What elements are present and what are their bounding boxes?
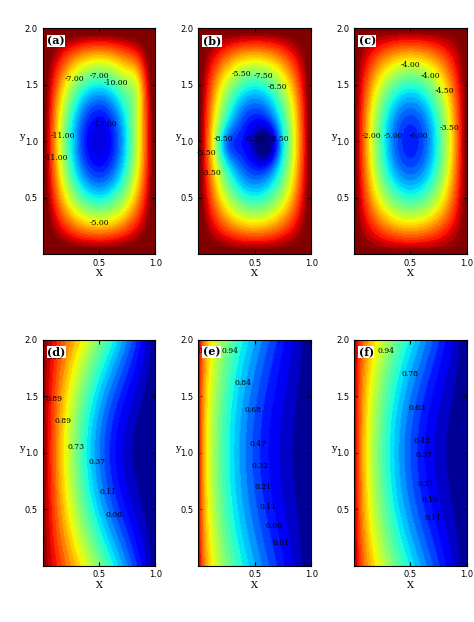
Text: 0.73: 0.73 xyxy=(68,443,85,451)
Text: (d): (d) xyxy=(47,346,65,358)
Text: (e): (e) xyxy=(203,346,220,358)
X-axis label: X: X xyxy=(96,269,102,279)
Text: -7.00: -7.00 xyxy=(64,75,84,83)
Y-axis label: y: y xyxy=(330,443,336,453)
Text: 0.89: 0.89 xyxy=(46,353,63,361)
Text: 0.06: 0.06 xyxy=(105,511,122,519)
Text: -13.00: -13.00 xyxy=(92,121,117,128)
Text: 0.84: 0.84 xyxy=(235,379,252,387)
Text: -3.50: -3.50 xyxy=(440,124,460,132)
Text: -8.50: -8.50 xyxy=(245,135,264,143)
Text: -5.00: -5.00 xyxy=(89,218,109,226)
Text: -8.50: -8.50 xyxy=(267,83,287,91)
Text: 0.37: 0.37 xyxy=(415,451,433,459)
Text: 0.11: 0.11 xyxy=(425,514,442,522)
Text: (c): (c) xyxy=(358,35,376,46)
X-axis label: X: X xyxy=(251,581,258,590)
Text: -5.00: -5.00 xyxy=(384,132,403,140)
Text: 0.16: 0.16 xyxy=(421,496,438,504)
Text: 0.37: 0.37 xyxy=(88,458,105,466)
Text: 0.11: 0.11 xyxy=(260,503,277,511)
Y-axis label: y: y xyxy=(19,132,25,141)
Text: 0.11: 0.11 xyxy=(100,488,117,496)
Text: -7.00: -7.00 xyxy=(89,72,109,80)
Text: (f): (f) xyxy=(358,346,374,358)
Text: 0.42: 0.42 xyxy=(413,437,430,445)
Text: -11.00: -11.00 xyxy=(44,154,68,162)
Text: 0.89: 0.89 xyxy=(46,394,63,402)
Text: -6.00: -6.00 xyxy=(409,132,428,140)
Y-axis label: y: y xyxy=(19,443,25,453)
Text: -2.00: -2.00 xyxy=(361,132,381,140)
Text: 0.94: 0.94 xyxy=(377,347,394,355)
Text: 0.63: 0.63 xyxy=(409,404,426,412)
Text: -8.50: -8.50 xyxy=(270,135,290,143)
Text: -3.50: -3.50 xyxy=(202,169,222,177)
Text: -11.00: -11.00 xyxy=(51,132,75,140)
Text: -4.50: -4.50 xyxy=(435,86,454,95)
Text: -4.00: -4.00 xyxy=(401,60,420,68)
Text: -7.50: -7.50 xyxy=(254,72,273,80)
Text: -5.50: -5.50 xyxy=(231,70,251,78)
X-axis label: X: X xyxy=(407,581,414,590)
Text: 0.78: 0.78 xyxy=(402,369,419,378)
Text: 0.94: 0.94 xyxy=(221,347,238,355)
Text: -5.50: -5.50 xyxy=(196,149,216,157)
Y-axis label: y: y xyxy=(175,443,180,453)
Text: -8.50: -8.50 xyxy=(213,135,233,143)
X-axis label: X: X xyxy=(251,269,258,279)
Text: (b): (b) xyxy=(203,35,221,46)
Text: 0.32: 0.32 xyxy=(252,462,269,470)
Text: 0.47: 0.47 xyxy=(250,440,267,448)
Text: 0.68: 0.68 xyxy=(244,406,261,414)
Text: 0.21: 0.21 xyxy=(418,480,435,488)
X-axis label: X: X xyxy=(96,581,102,590)
Text: (a): (a) xyxy=(47,35,65,46)
Y-axis label: y: y xyxy=(330,132,336,141)
X-axis label: X: X xyxy=(407,269,414,279)
Y-axis label: y: y xyxy=(175,132,180,141)
Text: 0.21: 0.21 xyxy=(254,483,271,491)
Text: 0.99: 0.99 xyxy=(198,347,215,355)
Text: -4.00: -4.00 xyxy=(421,72,441,80)
Text: 0.89: 0.89 xyxy=(55,417,72,425)
Text: 0.01: 0.01 xyxy=(272,539,289,547)
Text: 0.06: 0.06 xyxy=(265,522,283,530)
Text: -10.00: -10.00 xyxy=(104,78,128,86)
